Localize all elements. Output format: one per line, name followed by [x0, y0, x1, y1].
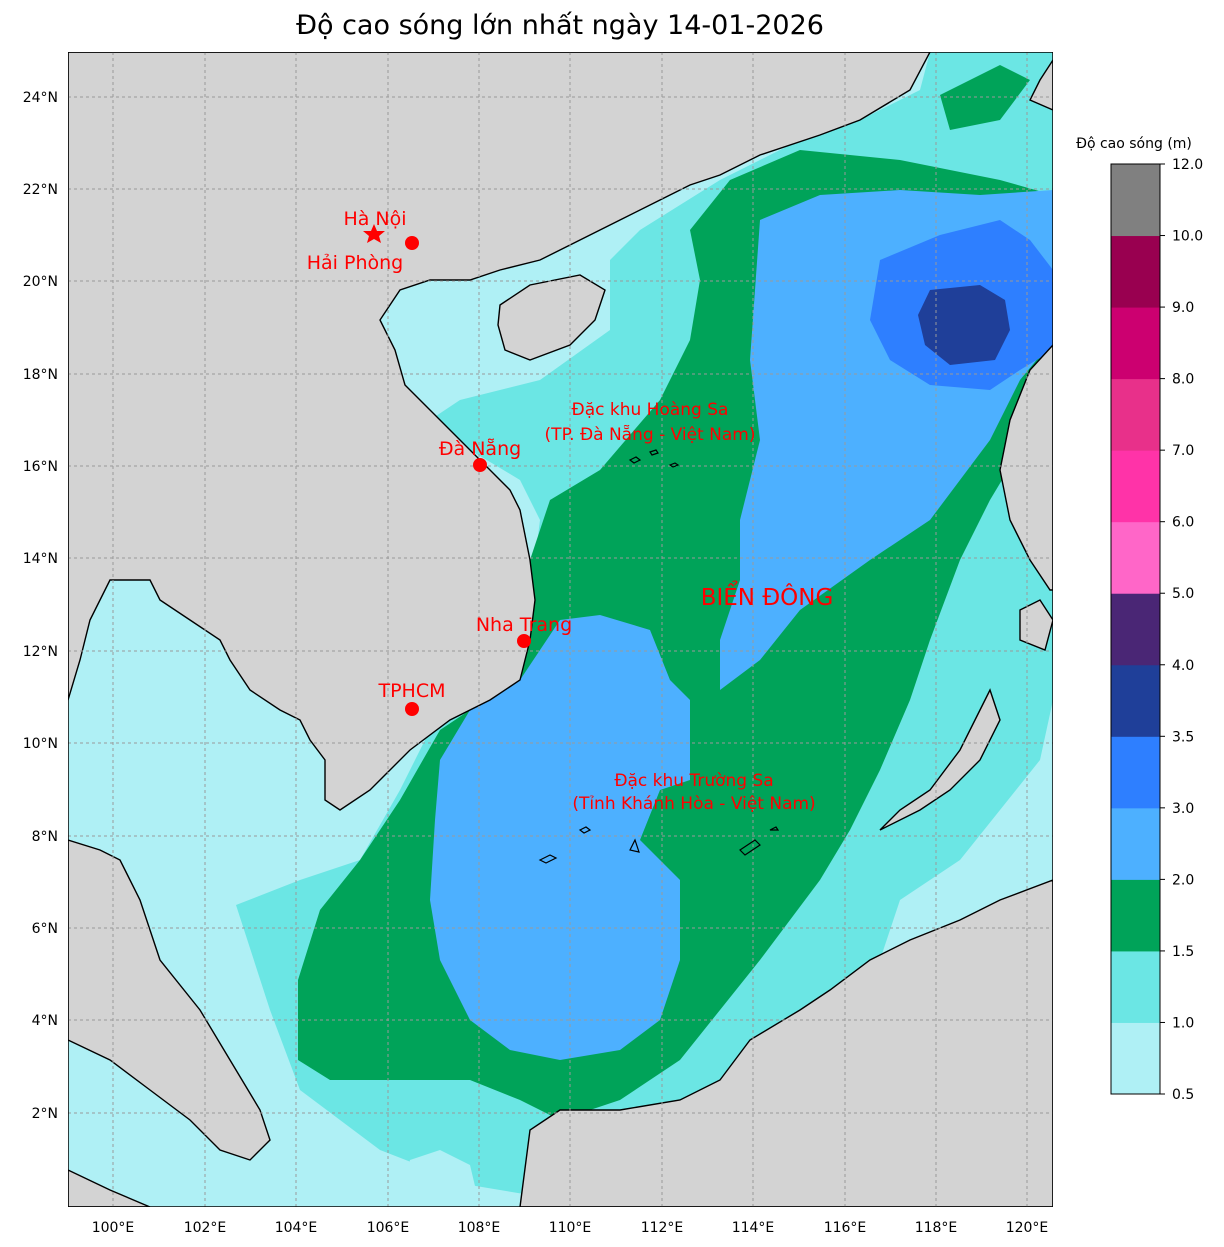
land-palawan	[879, 688, 1001, 831]
lon-label: 120°E	[1006, 1220, 1049, 1236]
colorbar-bin	[1111, 307, 1160, 380]
hoang-sa-sublabel: (TP. Đà Nẵng - Việt Nam)	[545, 424, 756, 445]
city-label-tphcm: TPHCM	[377, 680, 445, 702]
lat-label: 6°N	[32, 921, 58, 937]
lon-label: 118°E	[915, 1220, 958, 1236]
hoang-sa-label: Đặc khu Hoàng Sa	[572, 400, 729, 420]
colorbar-bin	[1111, 235, 1160, 308]
lat-label: 2°N	[32, 1106, 58, 1122]
lat-label: 4°N	[32, 1013, 58, 1029]
hanoi-star-marker	[363, 224, 385, 243]
colorbar-tick-label: 1.5	[1172, 944, 1194, 960]
land-masses	[68, 52, 1053, 1207]
lat-label: 10°N	[23, 736, 58, 752]
colorbar-bin	[1111, 1022, 1160, 1095]
lat-label: 22°N	[23, 182, 58, 198]
wave-zone-2-0-to-3-0-south	[430, 615, 690, 1060]
colorbar-title: Độ cao sóng (m)	[1076, 136, 1192, 152]
land-hainan	[497, 274, 606, 361]
colorbar-tick-label: 1.0	[1172, 1015, 1194, 1031]
lat-label: 20°N	[23, 274, 58, 290]
land-sumatra	[68, 1169, 151, 1207]
lon-label: 102°E	[184, 1220, 227, 1236]
colorbar-bin	[1111, 807, 1160, 880]
colorbar-tick-label: 8.0	[1172, 372, 1194, 388]
lon-label: 112°E	[641, 1220, 684, 1236]
tphcm-dot-marker	[405, 702, 419, 716]
colorbar-tick-label: 3.0	[1172, 801, 1194, 817]
lon-label: 104°E	[275, 1220, 318, 1236]
colorbar-bin	[1111, 378, 1160, 451]
lat-label: 16°N	[23, 459, 58, 475]
city-label-hanoi: Hà Nội	[343, 208, 406, 230]
graticule	[68, 52, 1053, 1207]
lat-label: 12°N	[23, 644, 58, 660]
lat-label: 8°N	[32, 829, 58, 845]
land-mindoro	[1019, 599, 1053, 651]
lon-label: 114°E	[732, 1220, 775, 1236]
colorbar-tick-label: 2.0	[1172, 872, 1194, 888]
lat-label: 14°N	[23, 551, 58, 567]
wave-zone-0-5-to-1-0-patch	[400, 1150, 480, 1207]
colorbar-bin	[1111, 879, 1160, 952]
wave-zone-3-5-to-4-0	[918, 285, 1010, 365]
sea-name-label: BIỂN ĐÔNG	[701, 581, 834, 611]
city-markers	[363, 224, 531, 716]
colorbar-bin	[1111, 521, 1160, 594]
colorbar-tick-label: 9.0	[1172, 300, 1194, 316]
colorbar-bin	[1111, 736, 1160, 809]
colorbar-tick-label: 7.0	[1172, 443, 1194, 459]
lon-label: 106°E	[367, 1220, 410, 1236]
longitude-labels: 100°E 102°E 104°E 106°E 108°E 110°E 112°…	[92, 1220, 1049, 1236]
haiphong-dot-marker	[405, 236, 419, 250]
colorbar-bin	[1111, 450, 1160, 523]
colorbar-tick-label: 5.0	[1172, 586, 1194, 602]
lon-label: 108°E	[458, 1220, 501, 1236]
colorbar-bin	[1111, 950, 1160, 1023]
land-indochina-china	[68, 52, 931, 811]
colorbar-tick-label: 4.0	[1172, 658, 1194, 674]
map-title: Độ cao sóng lớn nhất ngày 14-01-2026	[296, 10, 824, 41]
colorbar: 0.5 1.0 1.5 2.0 3.0 3.5 4.0 5.0 6.0 7.0 8.0 9.0 10.0…	[1110, 157, 1203, 1103]
colorbar-tick-label: 3.5	[1172, 729, 1194, 745]
truong-sa-label: Đặc khu Trường Sa	[614, 771, 773, 791]
lon-label: 116°E	[824, 1220, 867, 1236]
land-borneo	[519, 879, 1053, 1207]
colorbar-tick-label: 6.0	[1172, 515, 1194, 531]
colorbar-bin	[1111, 664, 1160, 737]
island-groups	[538, 449, 780, 864]
truong-sa-sublabel: (Tỉnh Khánh Hòa - Việt Nam)	[572, 794, 815, 814]
colorbar-bin	[1111, 593, 1160, 666]
colorbar-tick-label: 0.5	[1172, 1087, 1194, 1103]
lat-label: 24°N	[23, 90, 58, 106]
lon-label: 100°E	[92, 1220, 135, 1236]
lat-label: 18°N	[23, 367, 58, 383]
colorbar-frame	[1110, 163, 1161, 1095]
colorbar-tick-label: 10.0	[1172, 229, 1203, 245]
nhatrang-dot-marker	[517, 634, 531, 648]
city-label-haiphong: Hải Phòng	[307, 252, 403, 274]
lon-label: 110°E	[549, 1220, 592, 1236]
land-malay-peninsula	[68, 839, 271, 1161]
colorbar-tick-label: 12.0	[1172, 157, 1203, 173]
danang-dot-marker	[473, 458, 487, 472]
colorbar-bin	[1111, 164, 1160, 237]
city-label-danang: Đà Nẵng	[439, 437, 521, 460]
latitude-labels: 24°N 22°N 20°N 18°N 16°N 14°N 12°N 10°N …	[23, 90, 58, 1122]
map-plot-area	[68, 52, 1053, 1207]
city-label-nhatrang: Nha Trang	[476, 614, 572, 636]
